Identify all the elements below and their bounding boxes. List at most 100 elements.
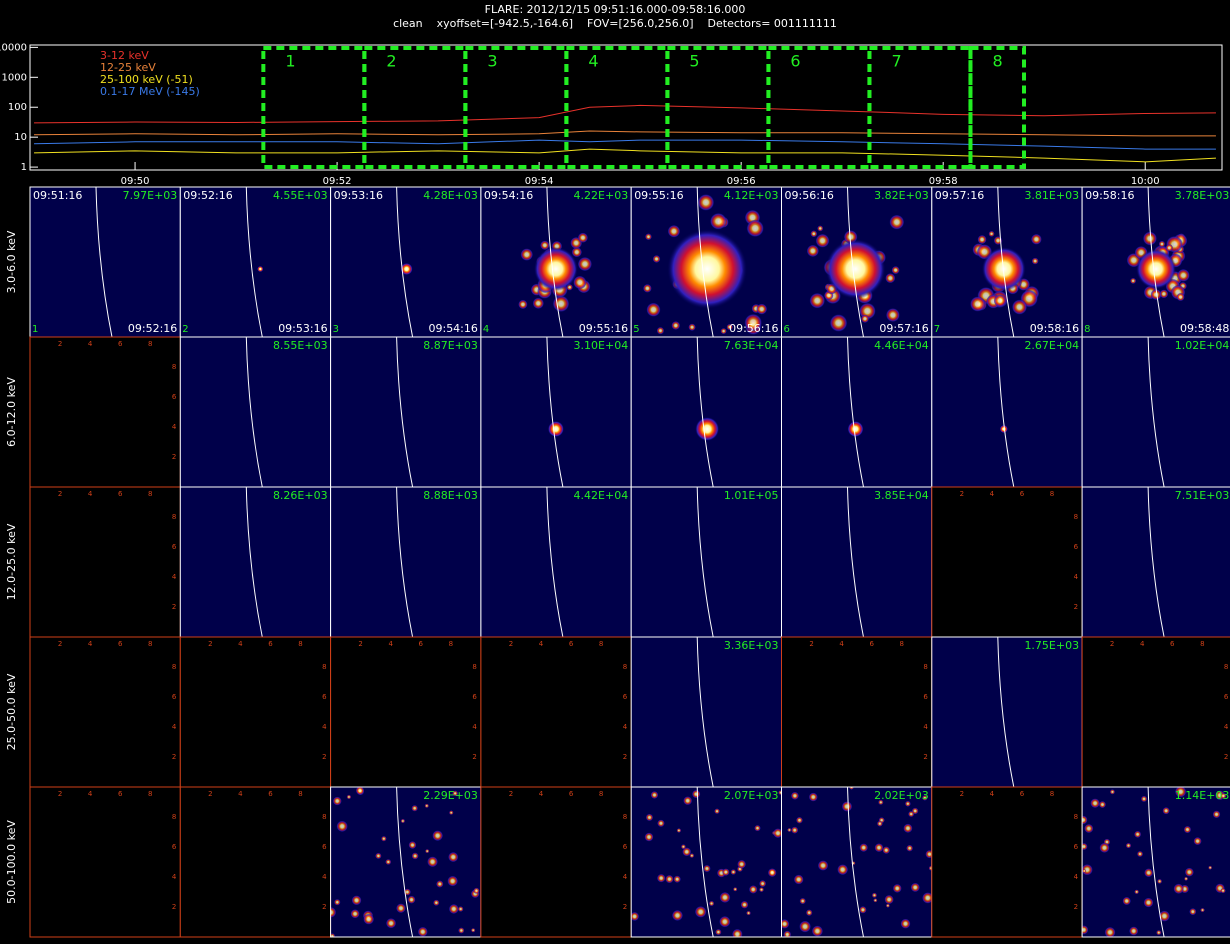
halo <box>643 283 652 293</box>
image-panel <box>631 787 782 937</box>
limb <box>245 337 263 487</box>
noise <box>1183 825 1192 834</box>
noise <box>350 909 360 919</box>
blank-tick-label: 4 <box>839 640 844 648</box>
blank-tick-label: 4 <box>1224 723 1229 731</box>
noise <box>1193 836 1202 846</box>
source <box>533 247 578 291</box>
noise <box>1144 868 1154 878</box>
blank-tick-label: 8 <box>900 640 904 648</box>
blank-tick-label: 2 <box>58 640 62 648</box>
noise <box>1208 865 1213 870</box>
noise <box>396 903 406 914</box>
row-label: 25.0-50.0 keV <box>5 673 18 750</box>
blank-panel <box>29 786 181 938</box>
noise <box>1189 908 1197 916</box>
noise <box>1212 810 1221 819</box>
panel-bg <box>480 487 632 637</box>
noise <box>1136 850 1144 858</box>
interval-end: 09:52:16 <box>128 322 177 335</box>
noise <box>1099 842 1110 853</box>
limb <box>696 637 714 787</box>
limb <box>696 487 714 637</box>
y-tick-label: 1000 <box>2 72 27 83</box>
noise <box>447 875 459 887</box>
interval-label: 7 <box>891 52 901 71</box>
noise <box>433 899 440 906</box>
image-panel <box>931 187 1083 337</box>
noise <box>457 906 464 912</box>
halo <box>688 323 696 331</box>
noise <box>817 860 829 871</box>
blank-panel <box>179 636 332 788</box>
interval-box <box>564 46 670 169</box>
y-tick-label: 100 <box>8 102 27 113</box>
blank-tick-label: 2 <box>58 490 62 498</box>
interval-end: 09:57:16 <box>879 322 928 335</box>
halo <box>709 212 727 230</box>
interval-box <box>867 46 973 169</box>
noise <box>882 846 891 855</box>
panel-max: 8.87E+03 <box>423 339 478 352</box>
blank-tick-label: 6 <box>472 693 477 701</box>
noise <box>1140 795 1148 803</box>
panel-bg <box>631 487 782 637</box>
noise <box>1104 926 1116 937</box>
image-panel <box>781 787 932 937</box>
blank-tick-label: 6 <box>172 843 177 851</box>
limb <box>1147 487 1165 637</box>
noise <box>657 819 665 828</box>
blank-tick-label: 4 <box>1074 873 1079 881</box>
image-panel <box>631 337 782 487</box>
noise <box>871 892 878 898</box>
image-panel <box>480 187 632 337</box>
blank-tick-label: 8 <box>1050 790 1054 798</box>
halo <box>726 323 733 331</box>
blank-tick-label: 4 <box>172 423 177 431</box>
panel-max: 8.55E+03 <box>273 339 328 352</box>
y-tick-label: 10 <box>14 132 27 143</box>
noise <box>1129 926 1139 936</box>
image-panel <box>781 187 932 337</box>
panel-max: 1.14E+03 <box>1175 789 1230 802</box>
row-label: 3.0-6.0 keV <box>5 230 18 293</box>
image-panel <box>1082 337 1230 487</box>
noise <box>885 903 890 908</box>
noise <box>334 898 341 906</box>
panel-bg <box>781 337 932 487</box>
noise <box>332 796 342 806</box>
panel-number: 8 <box>1084 324 1090 335</box>
image-panel <box>180 187 331 337</box>
noise <box>874 843 884 853</box>
blank-tick-label: 2 <box>623 753 627 761</box>
blank-tick-label: 6 <box>923 693 928 701</box>
series-line <box>34 139 1216 150</box>
noise <box>691 789 701 799</box>
blank-panel <box>931 786 1083 938</box>
noise <box>1184 867 1194 877</box>
noise <box>922 892 932 904</box>
noise <box>1109 789 1116 795</box>
image-panel <box>1082 487 1230 637</box>
blank-tick-label: 8 <box>148 790 152 798</box>
blank-panel <box>480 636 632 788</box>
panel-bg <box>781 487 932 637</box>
halo <box>817 225 824 232</box>
source <box>547 421 564 437</box>
blank-tick-label: 4 <box>238 640 243 648</box>
panel-max: 3.10E+04 <box>574 339 629 352</box>
blank-tick-label: 8 <box>1074 513 1078 521</box>
noise <box>708 900 715 907</box>
noise <box>432 830 444 842</box>
limb <box>847 337 864 487</box>
noise <box>849 787 855 790</box>
noise <box>922 795 928 801</box>
blank-tick-label: 8 <box>472 663 476 671</box>
series-line <box>34 130 1216 137</box>
panel-number: 2 <box>182 324 188 335</box>
halo <box>532 297 545 310</box>
noise <box>719 915 731 928</box>
interval-end: 09:58:16 <box>1030 322 1079 335</box>
blank-tick-label: 2 <box>58 340 62 348</box>
